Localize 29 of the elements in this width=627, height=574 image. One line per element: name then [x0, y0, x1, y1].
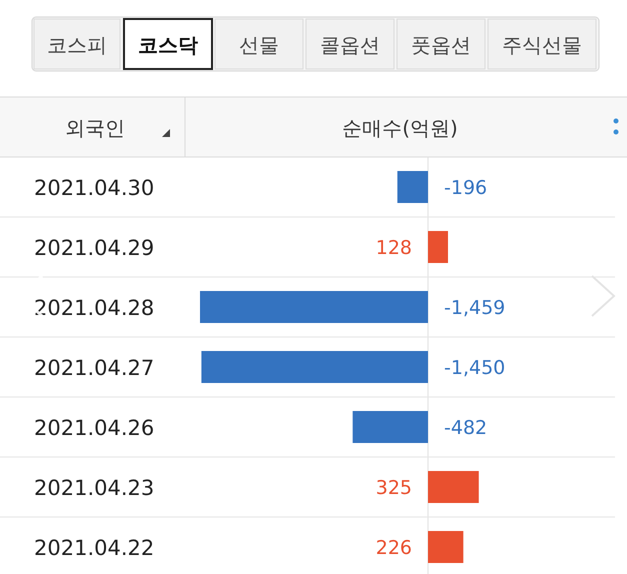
text: 코스닥 [138, 33, 198, 57]
data-label: -1,459 [444, 297, 506, 319]
text: 주식선물 [502, 33, 582, 57]
data-label: 325 [376, 477, 412, 499]
y-tick-label: 2021.04.22 [34, 536, 154, 560]
data-label: -1,450 [444, 357, 506, 379]
y-tick-label: 2021.04.28 [34, 296, 154, 320]
bar [201, 351, 428, 383]
bar [397, 171, 428, 203]
text: 코스피 [47, 33, 107, 57]
y-tick-label: 2021.04.23 [34, 476, 154, 500]
y-tick-label: 2021.04.27 [34, 356, 154, 380]
text: 풋옵션 [411, 33, 471, 57]
y-tick-label: 2021.04.30 [34, 176, 154, 200]
bar [352, 411, 428, 443]
data-label: -196 [444, 177, 488, 199]
y-axis-title: 외국인 [65, 116, 125, 140]
data-label: 128 [376, 237, 412, 259]
bar [428, 471, 479, 503]
data-label: -482 [444, 417, 488, 439]
x-axis-title: 순매수(억원) [342, 116, 458, 140]
bar [428, 531, 464, 563]
y-tick-label: 2021.04.26 [34, 416, 154, 440]
bar [200, 291, 428, 323]
bar [428, 231, 448, 263]
y-tick-label: 2021.04.29 [34, 236, 154, 260]
text: 콜옵션 [320, 33, 380, 57]
text: 선물 [239, 33, 279, 57]
data-label: 226 [376, 537, 412, 559]
